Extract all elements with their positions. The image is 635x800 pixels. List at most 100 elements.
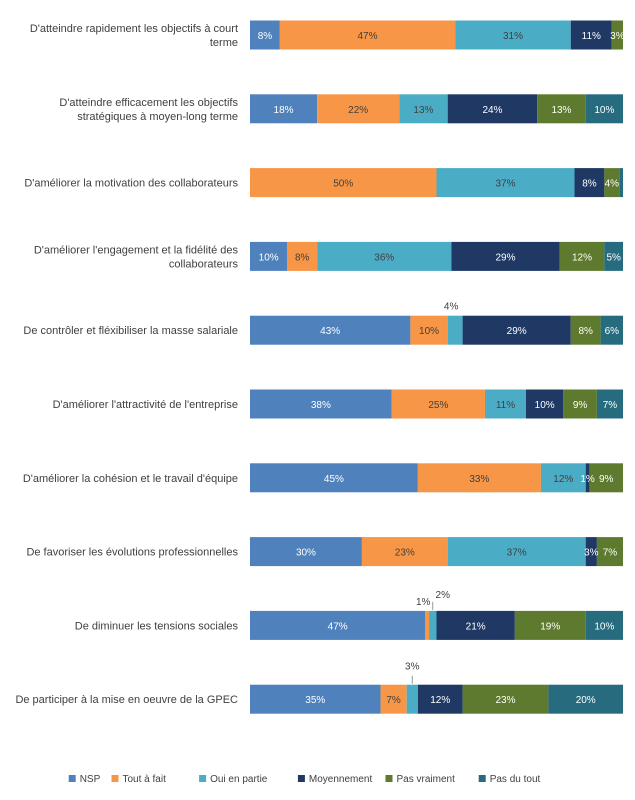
- data-label: 10%: [259, 252, 279, 263]
- data-label: 1%: [580, 474, 595, 485]
- category-label: De participer à la mise en oeuvre de la …: [15, 694, 238, 706]
- data-label: 12%: [553, 474, 573, 485]
- data-label: 7%: [386, 695, 401, 706]
- bar-segment: [604, 241, 623, 271]
- category-label: D'améliorer la cohésion et le travail d'…: [23, 473, 238, 485]
- bar-segment: [604, 168, 620, 198]
- bar-segment: [589, 463, 623, 493]
- bar-segment: [447, 94, 538, 124]
- bar-segment: [514, 610, 586, 640]
- bar-segment: [619, 168, 623, 198]
- data-label: 13%: [413, 105, 433, 116]
- data-label: 37%: [495, 179, 515, 190]
- bar-segment: [585, 463, 590, 493]
- data-label: 47%: [328, 621, 348, 632]
- data-label-outside: 4%: [444, 302, 459, 313]
- bar-segment: [540, 463, 586, 493]
- legend-label: NSP: [80, 774, 101, 785]
- bar-segment: [548, 684, 623, 714]
- data-label: 37%: [507, 548, 527, 559]
- data-label: 8%: [295, 252, 310, 263]
- data-label: 19%: [540, 621, 560, 632]
- bar-segment: [429, 610, 437, 640]
- data-label: 4%: [605, 179, 620, 190]
- legend-label: Moyennement: [309, 774, 373, 785]
- bar-segment: [317, 241, 452, 271]
- bar-segment: [250, 94, 318, 124]
- data-label: 33%: [469, 474, 489, 485]
- bar-segment: [399, 94, 448, 124]
- bar-segment: [250, 684, 381, 714]
- bar-segment: [361, 537, 448, 567]
- legend-label: Oui en partie: [210, 774, 268, 785]
- category-label-line: D'améliorer l'engagement et la fidélité …: [34, 244, 239, 256]
- bar-segment: [406, 684, 418, 714]
- category-label: D'améliorer l'engagement et la fidélité …: [34, 244, 239, 270]
- bar-segment: [410, 315, 448, 345]
- category-label-line: D'atteindre efficacement les objectifs: [59, 97, 238, 109]
- data-label: 38%: [311, 400, 331, 411]
- data-label: 13%: [551, 105, 571, 116]
- bar-segment: [570, 315, 601, 345]
- data-label: 43%: [320, 326, 340, 337]
- bar-segment: [447, 315, 463, 345]
- data-label-outside: 2%: [436, 590, 451, 601]
- category-label-line: De contrôler et fléxibiliser la masse sa…: [23, 325, 238, 337]
- data-label: 24%: [482, 105, 502, 116]
- bar-segment: [287, 241, 318, 271]
- data-label: 11%: [496, 400, 515, 411]
- bar-segment: [596, 537, 623, 567]
- data-label: 23%: [395, 548, 415, 559]
- bar-segment: [250, 463, 418, 493]
- data-label: 23%: [495, 695, 515, 706]
- data-label: 12%: [572, 252, 592, 263]
- legend-label: Tout à fait: [123, 774, 167, 785]
- data-label: 12%: [430, 695, 450, 706]
- bar-segment: [455, 20, 571, 50]
- data-label: 20%: [576, 695, 596, 706]
- bar-segment: [417, 684, 463, 714]
- bar-segment: [462, 684, 549, 714]
- bar-segment: [250, 389, 392, 419]
- bar-segment: [250, 20, 280, 50]
- data-label: 47%: [357, 31, 377, 42]
- legend-label: Pas vraiment: [397, 774, 456, 785]
- bar-segment: [585, 94, 623, 124]
- bar-segment: [611, 20, 623, 50]
- bar-segment: [279, 20, 456, 50]
- bar-segment: [436, 168, 575, 198]
- data-label: 3%: [610, 31, 625, 42]
- category-label-line: D'améliorer l'attractivité de l'entrepri…: [53, 399, 238, 411]
- bar-segment: [317, 94, 400, 124]
- bar-segment: [600, 315, 623, 345]
- data-label: 36%: [374, 252, 394, 263]
- category-label: De favoriser les évolutions professionne…: [26, 547, 238, 559]
- bar-segment: [563, 389, 597, 419]
- bar-segment: [596, 389, 623, 419]
- category-label-line: D'améliorer la cohésion et le travail d'…: [23, 473, 238, 485]
- category-label-line: De diminuer les tensions sociales: [75, 620, 239, 632]
- data-label: 3%: [584, 548, 599, 559]
- bar-segment: [451, 241, 560, 271]
- legend-swatch: [385, 775, 393, 782]
- bar-segment: [417, 463, 541, 493]
- data-label: 10%: [594, 105, 614, 116]
- bar-segment: [250, 315, 411, 345]
- legend-swatch: [111, 775, 119, 782]
- data-label: 35%: [305, 695, 325, 706]
- data-label: 5%: [606, 252, 621, 263]
- bar-segment: [462, 315, 571, 345]
- data-label: 10%: [594, 621, 614, 632]
- data-label: 8%: [258, 31, 273, 42]
- legend-swatch: [478, 775, 486, 782]
- data-label-outside: 1%: [416, 597, 431, 608]
- category-label-line: collaborateurs: [169, 258, 239, 270]
- bar-segment: [537, 94, 586, 124]
- bar-segment: [570, 20, 612, 50]
- category-label: De contrôler et fléxibiliser la masse sa…: [23, 325, 238, 337]
- data-label: 30%: [296, 548, 316, 559]
- data-label: 11%: [582, 31, 601, 42]
- data-label: 7%: [603, 400, 618, 411]
